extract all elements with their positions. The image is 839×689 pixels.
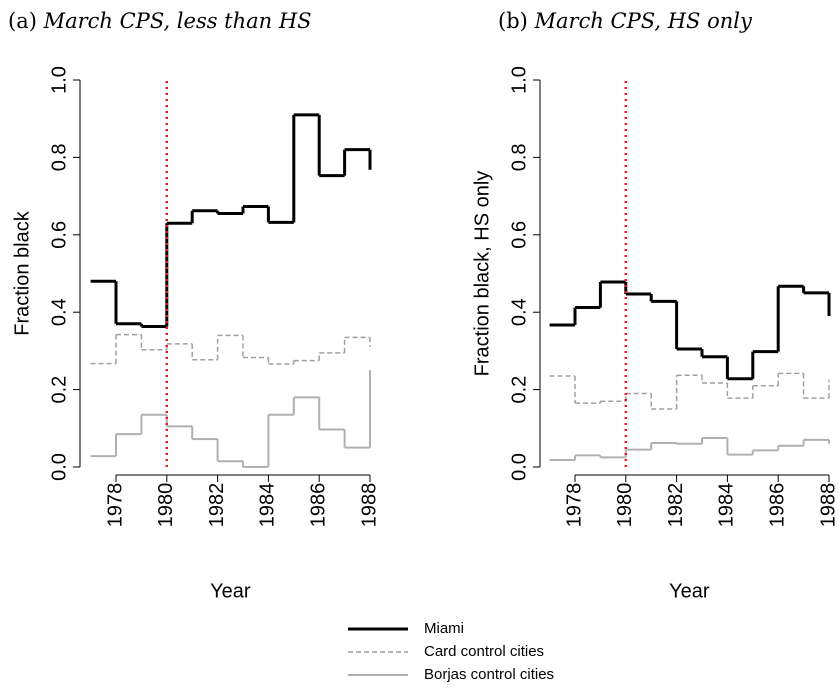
- y-tick-label: 1.0: [48, 66, 70, 94]
- x-tick-label: 1984: [716, 483, 738, 528]
- y-tick-label: 0.6: [48, 221, 70, 249]
- y-tick-label: 0.2: [48, 376, 70, 404]
- y-tick-label: 0.8: [48, 143, 70, 171]
- x-tick-label: 1978: [563, 483, 585, 528]
- x-tick-label: 1986: [307, 483, 329, 528]
- x-tick-label: 1982: [665, 483, 687, 528]
- legend-label: Card control cities: [424, 643, 544, 660]
- title-text: March CPS, HS only: [534, 9, 753, 33]
- chart-title: (a) March CPS, less than HS: [8, 9, 312, 33]
- panel-label: (a): [8, 9, 37, 33]
- y-tick-label: 0.8: [508, 143, 530, 171]
- x-tick-label: 1988: [358, 483, 380, 528]
- x-axis-label: Year: [669, 580, 710, 602]
- x-tick-label: 1978: [104, 483, 126, 528]
- x-tick-label: 1980: [155, 483, 177, 528]
- x-axis-label: Year: [210, 580, 251, 602]
- x-tick-label: 1988: [817, 483, 839, 528]
- y-tick-label: 0.2: [508, 376, 530, 404]
- chart-title: (b) March CPS, HS only: [498, 9, 753, 33]
- y-tick-label: 0.6: [508, 221, 530, 249]
- legend-label: Borjas control cities: [424, 666, 554, 683]
- x-tick-label: 1982: [206, 483, 228, 528]
- x-tick-label: 1980: [614, 483, 636, 528]
- y-tick-label: 0.4: [508, 298, 530, 326]
- y-tick-label: 0.4: [48, 298, 70, 326]
- y-axis-label: Fraction black, HS only: [471, 171, 493, 377]
- title-text: March CPS, less than HS: [43, 9, 312, 33]
- legend-label: Miami: [424, 620, 464, 637]
- y-tick-label: 1.0: [508, 66, 530, 94]
- x-tick-label: 1984: [257, 483, 279, 528]
- y-axis-label: Fraction black: [11, 210, 33, 335]
- x-tick-label: 1986: [766, 483, 788, 528]
- y-tick-label: 0.0: [48, 453, 70, 481]
- panel-label: (b): [498, 9, 528, 33]
- y-tick-label: 0.0: [508, 453, 530, 481]
